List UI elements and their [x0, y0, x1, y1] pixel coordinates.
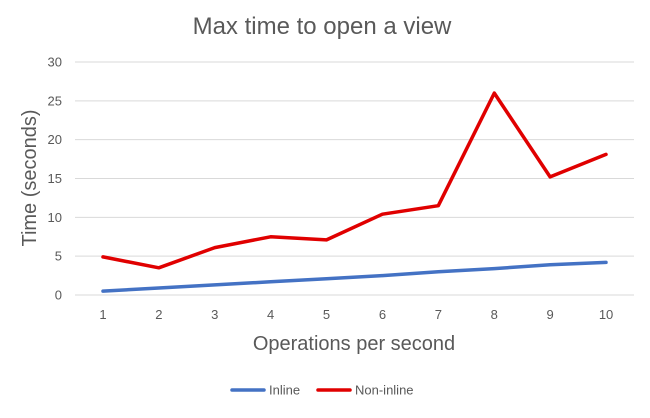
legend: Inline Non-inline [232, 383, 414, 398]
series-lines [103, 93, 606, 291]
series-line-non-inline [103, 93, 606, 268]
x-tick-label: 7 [435, 307, 442, 322]
x-axis-ticks: 1 2 3 4 5 6 7 8 9 10 [99, 307, 613, 322]
y-axis-title: Time (seconds) [19, 109, 41, 246]
legend-label: Non-inline [355, 383, 414, 398]
legend-item-non-inline: Non-inline [318, 383, 414, 398]
y-tick-label: 20 [48, 132, 62, 147]
x-tick-label: 2 [155, 307, 162, 322]
y-axis-ticks: 0 5 10 15 20 25 30 [48, 55, 62, 303]
x-tick-label: 5 [323, 307, 330, 322]
x-tick-label: 3 [211, 307, 218, 322]
y-tick-label: 25 [48, 93, 62, 108]
x-tick-label: 1 [99, 307, 106, 322]
y-tick-label: 30 [48, 55, 62, 70]
y-tick-label: 5 [55, 249, 62, 264]
x-tick-label: 6 [379, 307, 386, 322]
y-tick-label: 15 [48, 171, 62, 186]
x-tick-label: 9 [547, 307, 554, 322]
chart-title: Max time to open a view [193, 13, 452, 40]
x-tick-label: 10 [599, 307, 613, 322]
x-tick-label: 4 [267, 307, 274, 322]
x-axis-title: Operations per second [253, 333, 455, 355]
y-tick-label: 0 [55, 288, 62, 303]
x-tick-label: 8 [491, 307, 498, 322]
series-line-inline [103, 262, 606, 291]
legend-label: Inline [269, 383, 300, 398]
y-tick-label: 10 [48, 210, 62, 225]
legend-item-inline: Inline [232, 383, 300, 398]
